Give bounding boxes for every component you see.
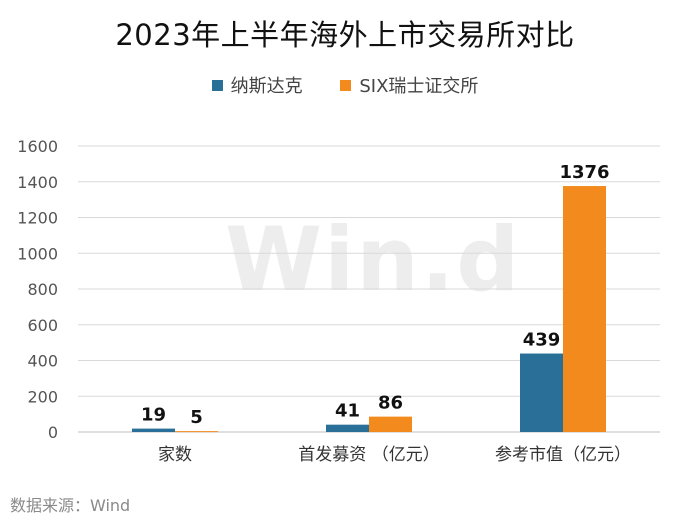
x-tick-label: 首发募资 （亿元） [298, 445, 439, 465]
bar-nasdaq [132, 428, 175, 432]
bar-nasdaq [326, 424, 369, 432]
watermark: Win.d [225, 208, 522, 311]
legend-label-nasdaq: 纳斯达克 [230, 76, 303, 97]
bar-nasdaq [520, 353, 563, 432]
y-tick-label: 800 [27, 280, 58, 299]
y-tick-label: 1600 [17, 137, 58, 156]
y-tick-label: 1000 [17, 244, 58, 263]
y-tick-label: 600 [27, 316, 58, 335]
legend-swatch-nasdaq [211, 79, 223, 91]
legend-item-nasdaq: 纳斯达克 [211, 72, 303, 98]
bar-six [563, 186, 606, 432]
legend-swatch-six [340, 79, 352, 91]
bar-six [369, 416, 412, 432]
y-tick-label: 1200 [17, 209, 58, 228]
chart-title: 2023年上半年海外上市交易所对比 [115, 18, 575, 52]
y-tick-label: 400 [27, 352, 58, 371]
data-label: 1376 [559, 162, 609, 183]
x-tick-label: 家数 [158, 445, 192, 465]
data-label: 5 [190, 407, 203, 428]
data-label: 19 [141, 405, 166, 426]
legend-label-six: SIX瑞士证交所 [359, 76, 479, 97]
y-tick-label: 1400 [17, 173, 58, 192]
y-tick-label: 0 [48, 423, 58, 442]
bar-six [175, 431, 218, 433]
x-tick-label: 参考市值（亿元） [495, 445, 631, 465]
data-label: 439 [523, 330, 561, 351]
data-source: 数据来源：Wind [10, 496, 131, 515]
legend-item-six: SIX瑞士证交所 [340, 72, 478, 98]
legend: 纳斯达克 SIX瑞士证交所 [0, 72, 690, 98]
data-label: 86 [378, 393, 403, 414]
y-tick-label: 200 [27, 387, 58, 406]
data-label: 41 [335, 401, 360, 422]
